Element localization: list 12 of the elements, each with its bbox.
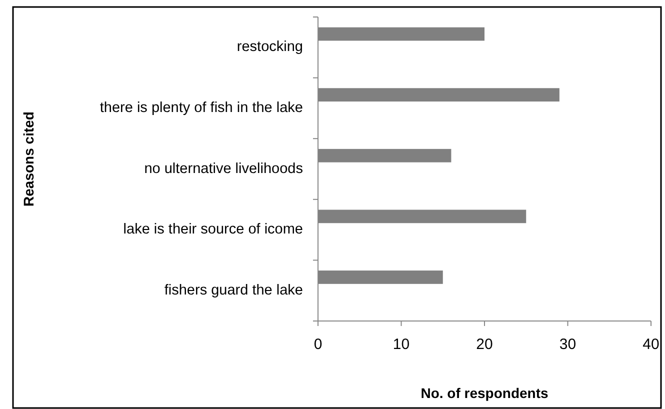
- x-tick-label: 0: [314, 336, 322, 353]
- y-tick-label: there is plenty of fish in the lake: [100, 100, 303, 116]
- x-tick-label: 20: [476, 336, 493, 353]
- y-tick-label: no ulternative livelihoods: [144, 160, 303, 177]
- y-tick-label: lake is their source of icome: [123, 222, 303, 238]
- x-axis-title: No. of respondents: [420, 385, 548, 401]
- y-axis-title: Reasons cited: [20, 112, 37, 206]
- y-tick-label: fishers guard the lake: [164, 282, 303, 298]
- x-tick-label: 40: [642, 336, 660, 353]
- y-tick-label: restocking: [236, 39, 303, 56]
- x-tick-label: 10: [392, 336, 410, 353]
- x-tick-label: 30: [559, 336, 576, 353]
